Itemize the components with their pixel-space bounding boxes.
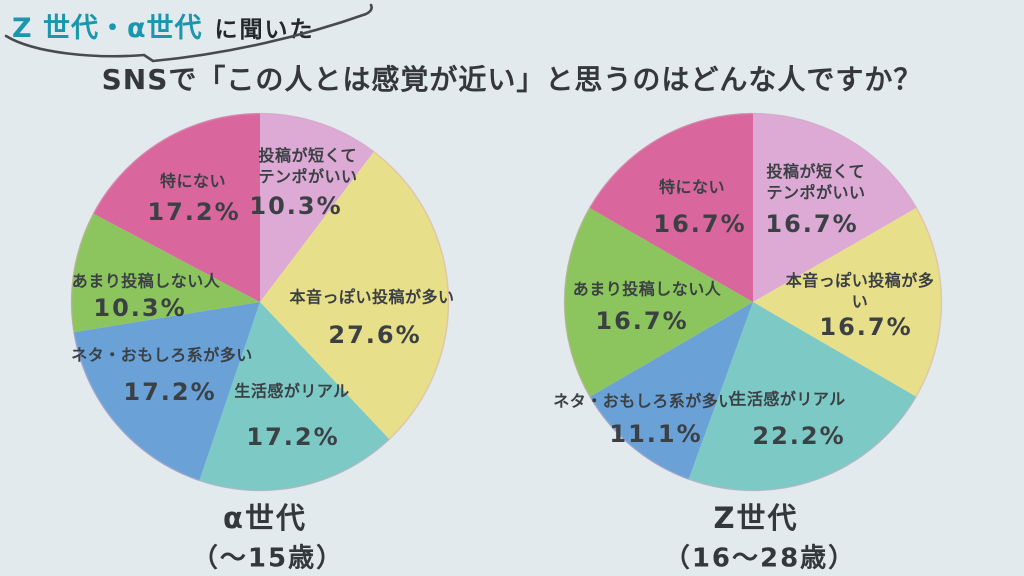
header-suffix-text: に聞いた (214, 17, 315, 43)
page-header: Z 世代・α世代 に聞いた (12, 6, 315, 45)
pie-slice (688, 302, 917, 492)
slice-label: ネタ・おもしろ系が多い (553, 391, 735, 411)
slice-percent: 16.7% (819, 313, 913, 341)
slice-percent: 16.7% (595, 307, 689, 335)
slice-percent: 10.3% (249, 192, 343, 220)
pie-caption-z-age: （16～28歳） (663, 543, 857, 574)
pie-caption-alpha-age: （～15歳） (191, 543, 345, 574)
slice-percent: 17.2% (147, 198, 241, 226)
slice-percent: 27.6% (328, 321, 422, 349)
slice-label: 生活感がリアル (234, 381, 350, 401)
pie-slice (589, 302, 753, 480)
pie-slice (73, 302, 261, 481)
pie-slice (753, 207, 943, 397)
header-highlight-text: Z 世代・α世代 (12, 13, 203, 44)
pie-slice (199, 302, 390, 492)
pie-outline (563, 112, 943, 492)
slice-label: 投稿が短くて テンポがいい (258, 146, 358, 186)
slice-percent: 22.2% (752, 422, 846, 450)
slice-label: 本音っぽい投稿が多い (289, 287, 455, 307)
slice-percent: 11.1% (609, 420, 703, 448)
slice-label: 投稿が短くて テンポがいい (766, 162, 866, 202)
pie-caption-alpha: α世代 (223, 501, 307, 535)
slice-percent: 16.7% (765, 210, 859, 238)
slice-label: 特にない (159, 171, 227, 191)
slice-label: あまり投稿しない人 (71, 271, 221, 291)
slice-label: ネタ・おもしろ系が多い (71, 345, 253, 365)
pie-slice (260, 113, 375, 302)
slice-label: あまり投稿しない人 (572, 279, 722, 299)
pie-chart-alpha-generation (70, 112, 450, 492)
slice-percent: 17.2% (246, 423, 340, 451)
pie-caption-z: Z世代 (713, 501, 799, 535)
page-title: SNSで「この人とは感覚が近い」と思うのはどんな人ですか？ (101, 63, 923, 96)
slice-label: 本音っぽい投稿が多い (785, 271, 935, 311)
slice-label: 生活感がリアル (730, 389, 846, 409)
pie-slice (753, 113, 917, 302)
slice-percent: 17.2% (123, 378, 217, 406)
slice-percent: 16.7% (653, 210, 747, 238)
pie-slice (70, 213, 261, 333)
slice-label: 特にない (658, 177, 726, 197)
pie-outline (70, 112, 450, 492)
pie-chart-z-generation (563, 112, 943, 492)
pie-slice (93, 113, 260, 302)
pie-slice (260, 151, 450, 440)
pie-slice (589, 113, 753, 302)
pie-slice (563, 207, 753, 397)
slice-percent: 10.3% (93, 294, 187, 322)
